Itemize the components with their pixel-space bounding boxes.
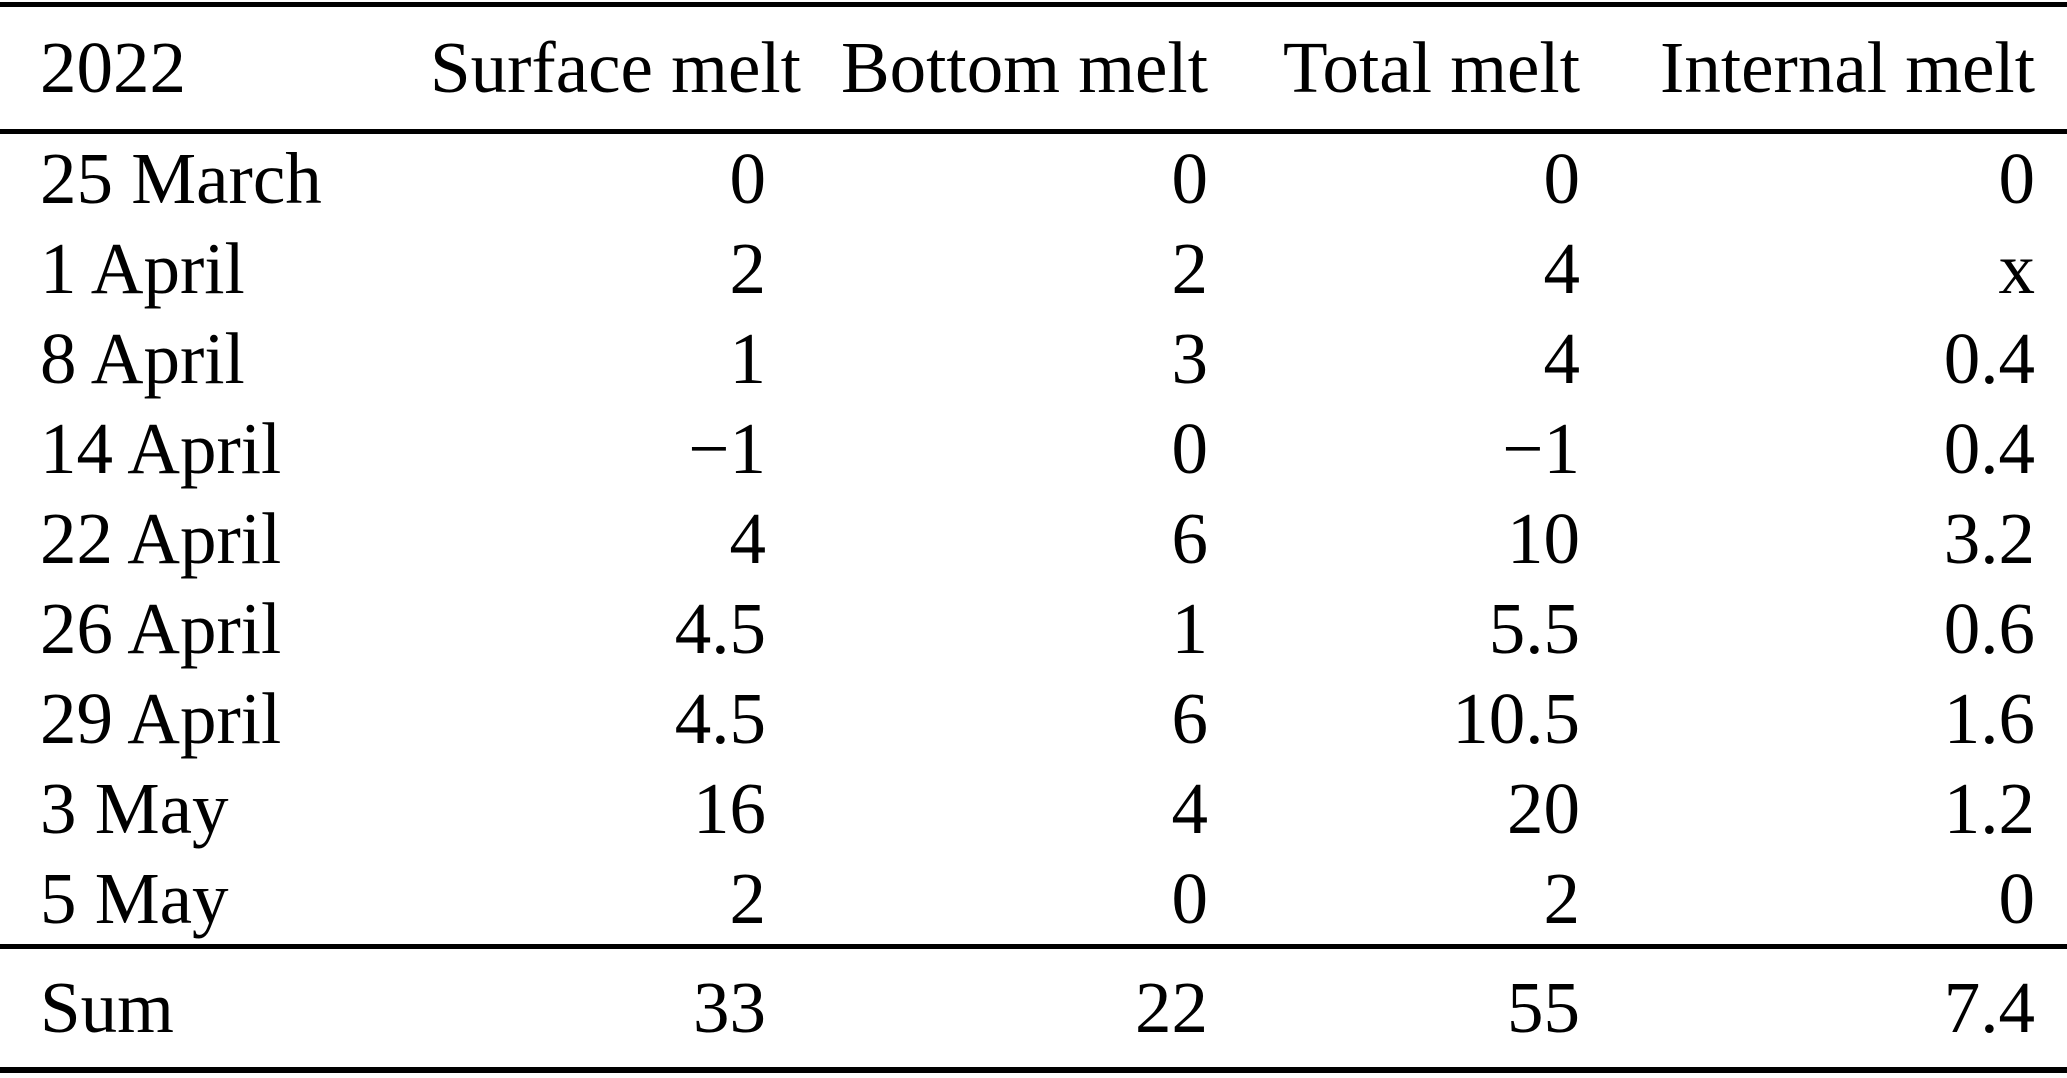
total-melt-cell: 2 bbox=[1543, 858, 1581, 939]
surface-melt-cell: 16 bbox=[693, 768, 766, 849]
date-cell: 14 April bbox=[40, 408, 282, 489]
date-cell: 22 April bbox=[40, 498, 282, 579]
table-row: 14 April −1 0 −1 0.4 bbox=[0, 404, 2067, 494]
bottom-melt-cell: 0 bbox=[1171, 138, 1209, 219]
date-cell: 25 March bbox=[40, 138, 322, 219]
table-row: 5 May 2 0 2 0 bbox=[0, 854, 2067, 947]
sum-bottom-melt-cell: 22 bbox=[766, 944, 1208, 1070]
table-row: 3 May 16 4 20 1.2 bbox=[0, 764, 2067, 854]
surface-melt-cell: 2 bbox=[729, 228, 767, 309]
total-melt-cell: 10.5 bbox=[1452, 678, 1580, 759]
column-header-bottom-melt: Bottom melt bbox=[766, 4, 1208, 134]
surface-melt-cell: 4 bbox=[729, 498, 767, 579]
table-row: 22 April 4 6 10 3.2 bbox=[0, 494, 2067, 584]
table-row: 8 April 1 3 4 0.4 bbox=[0, 314, 2067, 404]
internal-melt-cell: x bbox=[1998, 228, 2036, 309]
date-cell: 8 April bbox=[40, 318, 245, 399]
bottom-melt-cell: 6 bbox=[1171, 498, 1209, 579]
year-header: 2022 bbox=[0, 4, 430, 134]
date-cell: 26 April bbox=[40, 588, 282, 669]
total-melt-cell: 5.5 bbox=[1488, 588, 1580, 669]
bottom-melt-cell: 2 bbox=[1171, 228, 1209, 309]
internal-melt-cell: 0 bbox=[1998, 858, 2036, 939]
internal-melt-cell: 1.2 bbox=[1943, 768, 2035, 849]
column-header-internal-melt: Internal melt bbox=[1580, 4, 2067, 134]
date-cell: 3 May bbox=[40, 768, 229, 849]
sum-total-melt-cell: 55 bbox=[1208, 944, 1580, 1070]
internal-melt-cell: 3.2 bbox=[1943, 498, 2035, 579]
bottom-melt-cell: 6 bbox=[1171, 678, 1209, 759]
header-row: 2022 Surface melt Bottom melt Total melt… bbox=[0, 4, 2067, 134]
bottom-melt-cell: 0 bbox=[1171, 408, 1209, 489]
table-row: 25 March 0 0 0 0 bbox=[0, 132, 2067, 225]
table-row: 1 April 2 2 4 x bbox=[0, 224, 2067, 314]
total-melt-cell: −1 bbox=[1502, 408, 1580, 489]
internal-melt-cell: 1.6 bbox=[1943, 678, 2035, 759]
bottom-melt-cell: 4 bbox=[1171, 768, 1209, 849]
sum-surface-melt-cell: 33 bbox=[430, 944, 766, 1070]
internal-melt-cell: 0.4 bbox=[1943, 408, 2035, 489]
sum-label-cell: Sum bbox=[0, 944, 430, 1070]
bottom-melt-cell: 3 bbox=[1171, 318, 1209, 399]
surface-melt-cell: 4.5 bbox=[674, 588, 766, 669]
table-row: 29 April 4.5 6 10.5 1.6 bbox=[0, 674, 2067, 764]
total-melt-cell: 20 bbox=[1507, 768, 1580, 849]
total-melt-cell: 0 bbox=[1543, 138, 1581, 219]
bottom-melt-cell: 1 bbox=[1171, 588, 1209, 669]
date-cell: 5 May bbox=[40, 858, 229, 939]
total-melt-cell: 4 bbox=[1543, 318, 1581, 399]
column-header-surface-melt: Surface melt bbox=[430, 4, 801, 134]
surface-melt-cell: 4.5 bbox=[674, 678, 766, 759]
surface-melt-cell: 0 bbox=[729, 138, 767, 219]
internal-melt-cell: 0 bbox=[1998, 138, 2036, 219]
table-row: 26 April 4.5 1 5.5 0.6 bbox=[0, 584, 2067, 674]
bottom-melt-cell: 0 bbox=[1171, 858, 1209, 939]
surface-melt-cell: −1 bbox=[688, 408, 766, 489]
total-melt-cell: 10 bbox=[1507, 498, 1580, 579]
date-cell: 1 April bbox=[40, 228, 245, 309]
sum-internal-melt-cell: 7.4 bbox=[1580, 944, 2067, 1070]
surface-melt-cell: 2 bbox=[729, 858, 767, 939]
internal-melt-cell: 0.4 bbox=[1943, 318, 2035, 399]
column-header-total-melt: Total melt bbox=[1208, 4, 1580, 134]
internal-melt-cell: 0.6 bbox=[1943, 588, 2035, 669]
date-cell: 29 April bbox=[40, 678, 282, 759]
total-melt-cell: 4 bbox=[1543, 228, 1581, 309]
sum-row: Sum 33 22 55 7.4 bbox=[0, 944, 2067, 1070]
surface-melt-cell: 1 bbox=[729, 318, 767, 399]
